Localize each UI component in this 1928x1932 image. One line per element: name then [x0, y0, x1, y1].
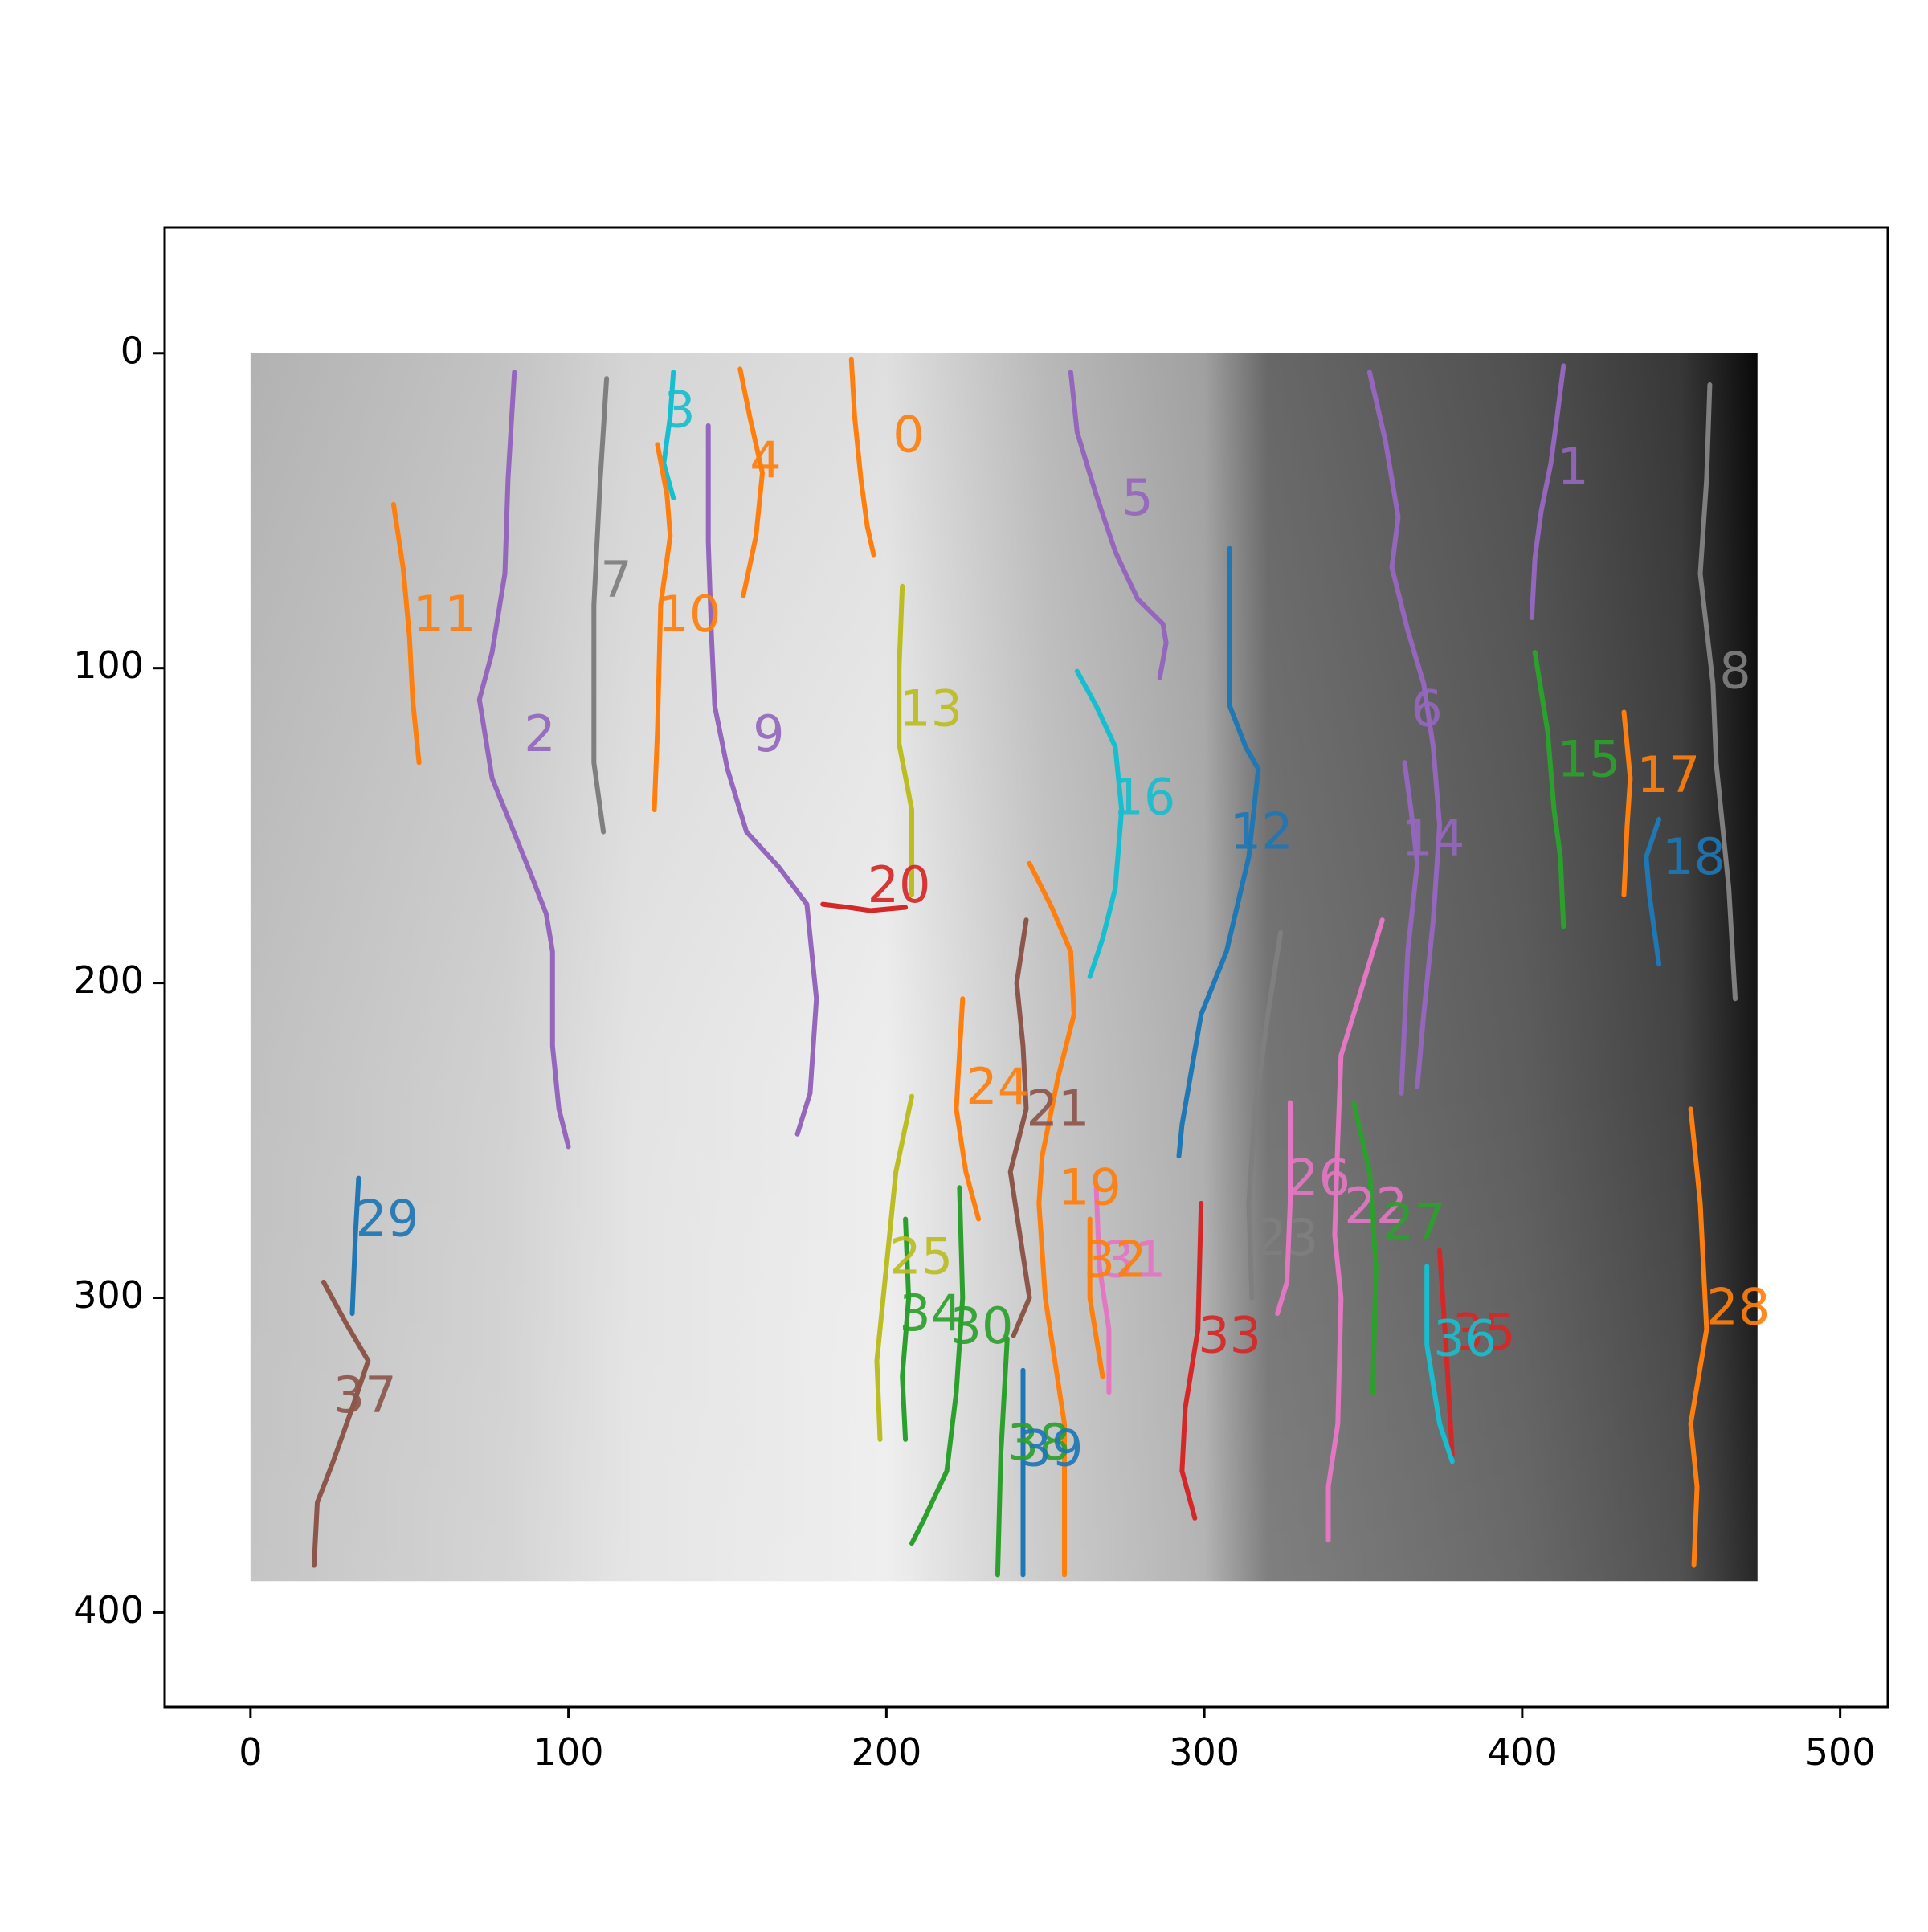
series-line-14 — [1399, 760, 1420, 1096]
series-line-17 — [1621, 709, 1633, 897]
series-line-2 — [476, 370, 571, 1150]
series-label-21: 21 — [1027, 1079, 1090, 1138]
line-series-group — [312, 357, 1738, 1578]
series-label-32: 32 — [1084, 1230, 1147, 1289]
series-line-8 — [1697, 382, 1738, 1002]
series-label-34: 34 — [899, 1284, 962, 1342]
series-line-21 — [1007, 917, 1032, 1338]
series-label-26: 26 — [1287, 1149, 1350, 1207]
series-line-32 — [1087, 1216, 1105, 1379]
series-label-17: 17 — [1636, 745, 1700, 804]
series-line-11 — [390, 501, 422, 766]
series-line-37 — [312, 1279, 371, 1568]
series-label-20: 20 — [868, 856, 931, 914]
series-line-35 — [1437, 1248, 1455, 1458]
series-line-13 — [897, 583, 914, 897]
series-label-11: 11 — [413, 585, 476, 643]
series-label-36: 36 — [1433, 1309, 1497, 1367]
series-line-30 — [909, 1185, 966, 1546]
y-tick-label: 200 — [73, 958, 144, 1002]
series-label-12: 12 — [1230, 802, 1293, 860]
series-label-0: 0 — [893, 406, 924, 464]
series-line-29 — [349, 1175, 362, 1317]
series-label-18: 18 — [1662, 827, 1726, 886]
series-line-7 — [591, 376, 610, 835]
series-line-18 — [1644, 816, 1662, 967]
series-label-4: 4 — [750, 431, 781, 489]
y-tick-label: 100 — [73, 643, 144, 687]
series-label-39: 39 — [1020, 1419, 1084, 1478]
series-line-28 — [1688, 1106, 1709, 1568]
series-line-22 — [1326, 917, 1385, 1543]
series-label-15: 15 — [1557, 729, 1620, 788]
series-label-38: 38 — [1007, 1413, 1071, 1472]
series-line-16 — [1074, 668, 1125, 979]
series-line-27 — [1351, 1100, 1379, 1395]
series-line-12 — [1176, 545, 1261, 1159]
series-line-9 — [705, 423, 819, 1137]
x-tick-label: 100 — [533, 1730, 604, 1774]
y-tick-label: 300 — [73, 1273, 144, 1317]
series-line-15 — [1532, 650, 1566, 929]
series-label-25: 25 — [889, 1227, 953, 1286]
series-line-10 — [652, 442, 673, 812]
series-label-22: 22 — [1344, 1177, 1407, 1236]
series-line-4 — [737, 366, 765, 598]
x-tick-label: 500 — [1805, 1730, 1876, 1774]
series-line-36 — [1424, 1264, 1455, 1464]
series-label-28: 28 — [1706, 1277, 1770, 1336]
series-label-13: 13 — [899, 680, 962, 738]
series-line-25 — [874, 1093, 914, 1442]
series-label-33: 33 — [1198, 1306, 1261, 1365]
series-line-23 — [1246, 929, 1284, 1301]
series-label-30: 30 — [950, 1297, 1014, 1355]
series-label-29: 29 — [356, 1190, 419, 1248]
series-line-5 — [1068, 370, 1169, 680]
series-line-19 — [1027, 860, 1076, 1578]
series-line-31 — [1093, 1185, 1112, 1395]
series-line-33 — [1179, 1200, 1204, 1521]
series-label-23: 23 — [1255, 1208, 1318, 1267]
y-axis-ticks: 0 100 200 300 400 — [73, 329, 165, 1632]
series-label-1: 1 — [1557, 437, 1588, 496]
series-label-31: 31 — [1103, 1230, 1166, 1289]
series-line-6 — [1366, 370, 1442, 1089]
x-tick-label: 300 — [1169, 1730, 1240, 1774]
x-tick-label: 400 — [1487, 1730, 1558, 1774]
series-label-27: 27 — [1383, 1192, 1446, 1251]
series-label-10: 10 — [657, 585, 721, 643]
series-line-3 — [661, 370, 676, 500]
series-line-38 — [995, 1336, 1010, 1578]
x-tick-label: 0 — [239, 1730, 262, 1774]
series-line-20 — [820, 901, 909, 913]
series-line-26 — [1275, 1100, 1293, 1317]
series-label-7: 7 — [600, 550, 631, 609]
background-heightmap — [250, 353, 1758, 1582]
series-label-16: 16 — [1112, 767, 1175, 826]
series-label-8: 8 — [1719, 642, 1750, 701]
series-label-14: 14 — [1402, 808, 1465, 867]
y-tick-label: 400 — [73, 1588, 144, 1632]
series-label-5: 5 — [1121, 468, 1153, 527]
series-line-0 — [848, 357, 876, 558]
x-tick-label: 200 — [851, 1730, 921, 1774]
series-label-3: 3 — [664, 380, 695, 439]
series-label-19: 19 — [1058, 1158, 1121, 1216]
axes-frame — [163, 226, 1889, 1709]
series-label-24: 24 — [966, 1057, 1029, 1116]
y-tick-label: 0 — [120, 329, 144, 372]
series-line-1 — [1529, 363, 1566, 620]
series-label-2: 2 — [524, 705, 555, 763]
x-axis-ticks: 0 100 200 300 400 500 — [239, 1707, 1876, 1774]
series-label-6: 6 — [1411, 680, 1442, 738]
series-label-9: 9 — [753, 705, 784, 763]
series-label-37: 37 — [333, 1366, 397, 1424]
series-line-34 — [900, 1216, 912, 1442]
series-line-24 — [954, 996, 982, 1222]
series-label-35: 35 — [1452, 1303, 1516, 1362]
